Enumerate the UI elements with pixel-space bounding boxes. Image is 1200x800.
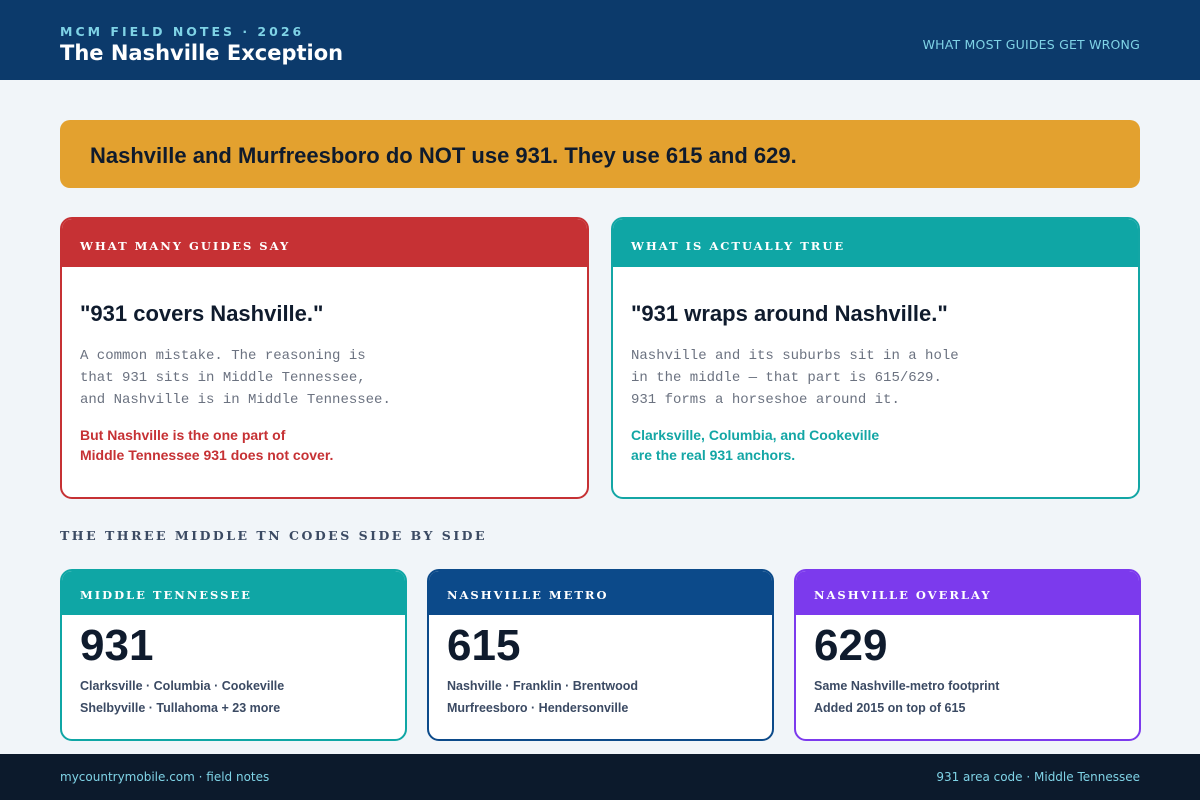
code-card-detail: Same Nashville-metro footprint	[814, 679, 1000, 693]
footer-source: mycountrymobile.com · field notes	[60, 770, 270, 784]
myth-body-line: A common mistake. The reasoning is	[80, 348, 366, 364]
fact-panel-label: WHAT IS ACTUALLY TRUE	[631, 239, 846, 253]
myth-quote: "931 covers Nashville."	[80, 301, 324, 326]
myth-body-line: and Nashville is in Middle Tennessee.	[80, 392, 391, 408]
myth-panel-header: WHAT MANY GUIDES SAY	[62, 219, 587, 267]
code-card-header: NASHVILLE METRO	[429, 571, 772, 615]
footer-topic: 931 area code · Middle Tennessee	[936, 770, 1140, 784]
code-card-detail: Murfreesboro · Hendersonville	[447, 701, 629, 715]
myth-panel-label: WHAT MANY GUIDES SAY	[80, 239, 291, 253]
fact-note-line: are the real 931 anchors.	[631, 447, 796, 463]
fact-panel: WHAT IS ACTUALLY TRUE "931 wraps around …	[611, 217, 1140, 499]
header: MCM FIELD NOTES · 2026 The Nashville Exc…	[0, 0, 1200, 80]
fact-panel-header: WHAT IS ACTUALLY TRUE	[613, 219, 1138, 267]
key-fact-banner: Nashville and Murfreesboro do NOT use 93…	[60, 120, 1140, 188]
code-card-label: NASHVILLE METRO	[447, 588, 609, 602]
footer: mycountrymobile.com · field notes 931 ar…	[0, 754, 1200, 800]
myth-panel: WHAT MANY GUIDES SAY "931 covers Nashvil…	[60, 217, 589, 499]
header-tagline: WHAT MOST GUIDES GET WRONG	[922, 37, 1140, 52]
myth-note-line: Middle Tennessee 931 does not cover.	[80, 447, 334, 463]
section-title: THE THREE MIDDLE TN CODES SIDE BY SIDE	[60, 528, 488, 543]
header-kicker: MCM FIELD NOTES · 2026	[60, 24, 305, 39]
fact-quote: "931 wraps around Nashville."	[631, 301, 948, 326]
code-card-detail: Nashville · Franklin · Brentwood	[447, 679, 638, 693]
area-code-number: 629	[814, 621, 888, 670]
fact-body-line: Nashville and its suburbs sit in a hole	[631, 348, 959, 364]
code-card-header: MIDDLE TENNESSEE	[62, 571, 405, 615]
fact-body-line: 931 forms a horseshoe around it.	[631, 392, 900, 408]
code-card-931: MIDDLE TENNESSEE 931 Clarksville · Colum…	[60, 569, 407, 741]
myth-body-line: that 931 sits in Middle Tennessee,	[80, 370, 366, 386]
myth-note: But Nashville is the one part of Middle …	[80, 425, 333, 465]
myth-body: A common mistake. The reasoning is that …	[80, 345, 391, 411]
area-code-number: 615	[447, 621, 521, 670]
myth-note-line: But Nashville is the one part of	[80, 427, 286, 443]
area-code-number: 931	[80, 621, 154, 670]
page-title: The Nashville Exception	[60, 41, 344, 65]
code-card-629: NASHVILLE OVERLAY 629 Same Nashville-met…	[794, 569, 1141, 741]
code-card-header: NASHVILLE OVERLAY	[796, 571, 1139, 615]
fact-body-line: in the middle — that part is 615/629.	[631, 370, 942, 386]
code-card-detail: Added 2015 on top of 615	[814, 701, 966, 715]
banner-text: Nashville and Murfreesboro do NOT use 93…	[90, 143, 797, 168]
code-card-detail: Shelbyville · Tullahoma + 23 more	[80, 701, 281, 715]
fact-note-line: Clarksville, Columbia, and Cookeville	[631, 427, 880, 443]
fact-body: Nashville and its suburbs sit in a hole …	[631, 345, 959, 411]
fact-note: Clarksville, Columbia, and Cookeville ar…	[631, 425, 879, 465]
code-card-detail: Clarksville · Columbia · Cookeville	[80, 679, 285, 693]
code-card-label: NASHVILLE OVERLAY	[814, 588, 992, 602]
code-card-label: MIDDLE TENNESSEE	[80, 588, 252, 602]
code-card-615: NASHVILLE METRO 615 Nashville · Franklin…	[427, 569, 774, 741]
